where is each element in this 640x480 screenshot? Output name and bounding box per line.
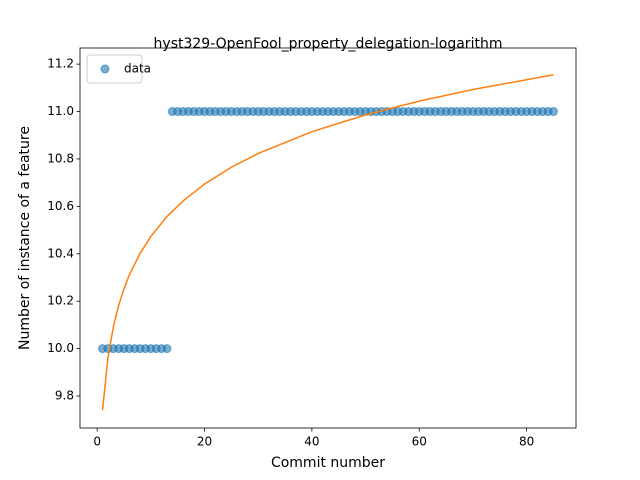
y-axis-label: Number of instance of a feature: [17, 126, 33, 350]
x-tick-label: 20: [197, 435, 212, 449]
legend-label: data: [124, 62, 151, 76]
y-tick-label: 10.0: [47, 341, 74, 355]
y-tick-label: 10.4: [47, 246, 74, 260]
y-tick-label: 9.8: [55, 388, 74, 402]
y-tick-label: 11.2: [47, 57, 74, 71]
x-tick-label: 80: [519, 435, 534, 449]
fit-line: [101, 74, 554, 411]
y-tick-label: 10.8: [47, 151, 74, 165]
legend-marker: [100, 64, 110, 74]
plot-frame: [79, 47, 577, 429]
x-tick-label: 0: [93, 435, 101, 449]
legend-box: [86, 54, 143, 84]
x-tick-label: 40: [304, 435, 319, 449]
x-axis-label: Commit number: [271, 455, 385, 471]
y-tick-label: 11.0: [47, 104, 74, 118]
data-point: [548, 107, 558, 117]
y-tick-label: 10.6: [47, 199, 74, 213]
data-point: [162, 344, 172, 354]
chart-title: hyst329-OpenFool_property_delegation-log…: [154, 36, 503, 52]
x-tick-label: 60: [412, 435, 427, 449]
y-tick-label: 10.2: [47, 294, 74, 308]
